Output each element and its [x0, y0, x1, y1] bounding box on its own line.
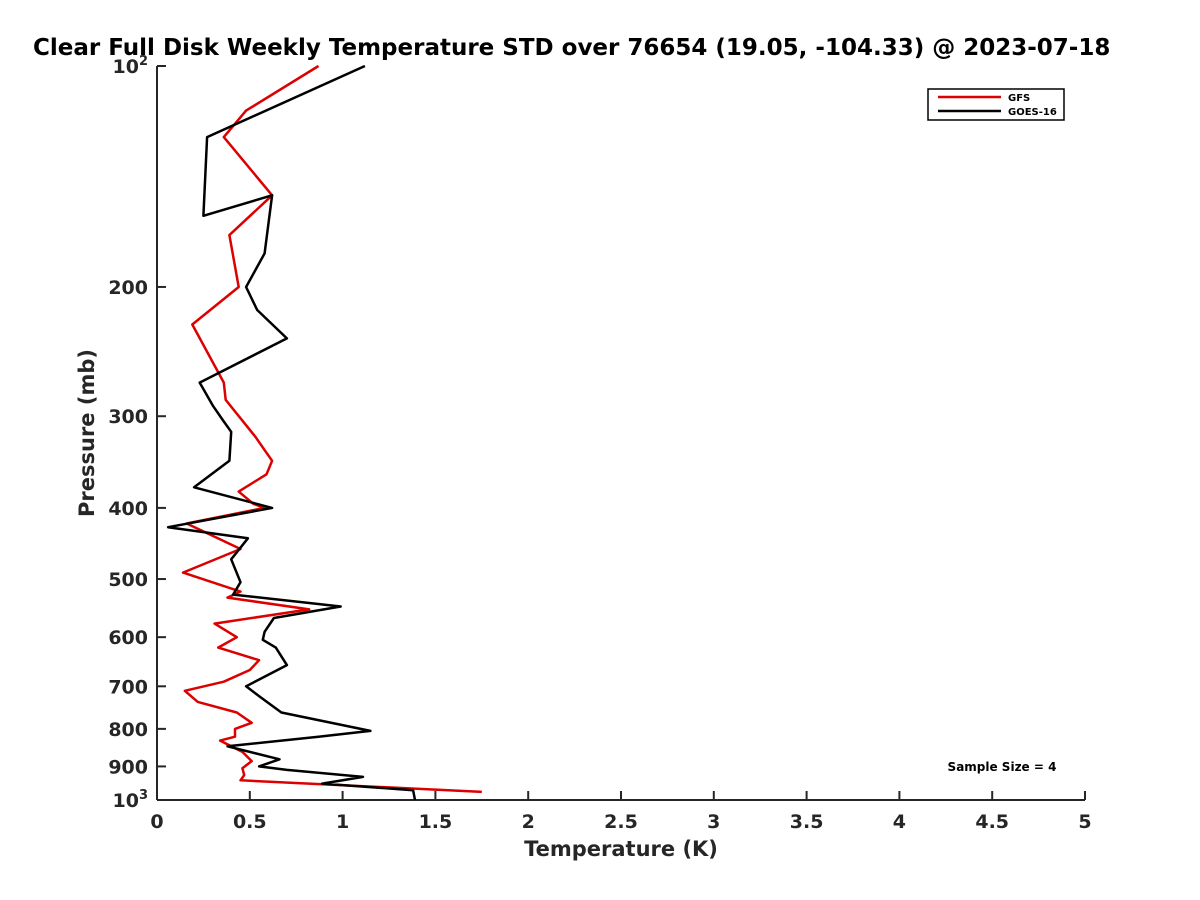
x-axis-label: Temperature (K)	[524, 837, 718, 861]
series-line-gfs	[181, 64, 482, 794]
y-tick-label: 800	[108, 719, 148, 741]
series-line-goes16	[166, 64, 417, 801]
y-tick-label: 200	[108, 277, 148, 299]
legend-label-goes16: GOES-16	[1008, 107, 1057, 118]
legend: GFS GOES-16	[927, 88, 1065, 121]
y-tick-label: 300	[108, 406, 148, 428]
legend-box	[927, 88, 1065, 121]
x-tick-label: 5	[1078, 811, 1091, 833]
series-layer	[166, 64, 482, 801]
x-tick-label: 4.5	[975, 811, 1009, 833]
x-tick-label: 3	[707, 811, 720, 833]
y-ticks: 102 200 300 400 500 600 700 800 900 103	[108, 54, 166, 812]
x-tick-label: 0.5	[233, 811, 267, 833]
x-tick-label: 3.5	[790, 811, 824, 833]
y-tick-label: 102	[113, 54, 149, 78]
x-tick-label: 4	[893, 811, 906, 833]
y-tick-label: 103	[113, 788, 149, 812]
x-tick-label: 2.5	[604, 811, 638, 833]
y-tick-label: 700	[108, 676, 148, 698]
x-tick-label: 0	[150, 811, 163, 833]
y-tick-label: 400	[108, 498, 148, 520]
sample-size-annotation: Sample Size = 4	[948, 760, 1057, 774]
y-tick-label: 600	[108, 627, 148, 649]
x-ticks: 0 0.5 1 1.5 2 2.5 3 3.5 4 4.5 5	[150, 791, 1092, 833]
legend-label-gfs: GFS	[1008, 93, 1030, 104]
x-tick-label: 2	[522, 811, 535, 833]
x-tick-label: 1	[336, 811, 349, 833]
chart-title: Clear Full Disk Weekly Temperature STD o…	[33, 35, 1110, 61]
y-tick-label: 500	[108, 569, 148, 591]
x-tick-label: 1.5	[419, 811, 453, 833]
y-axis-label: Pressure (mb)	[75, 349, 99, 517]
y-tick-label: 900	[108, 756, 148, 778]
